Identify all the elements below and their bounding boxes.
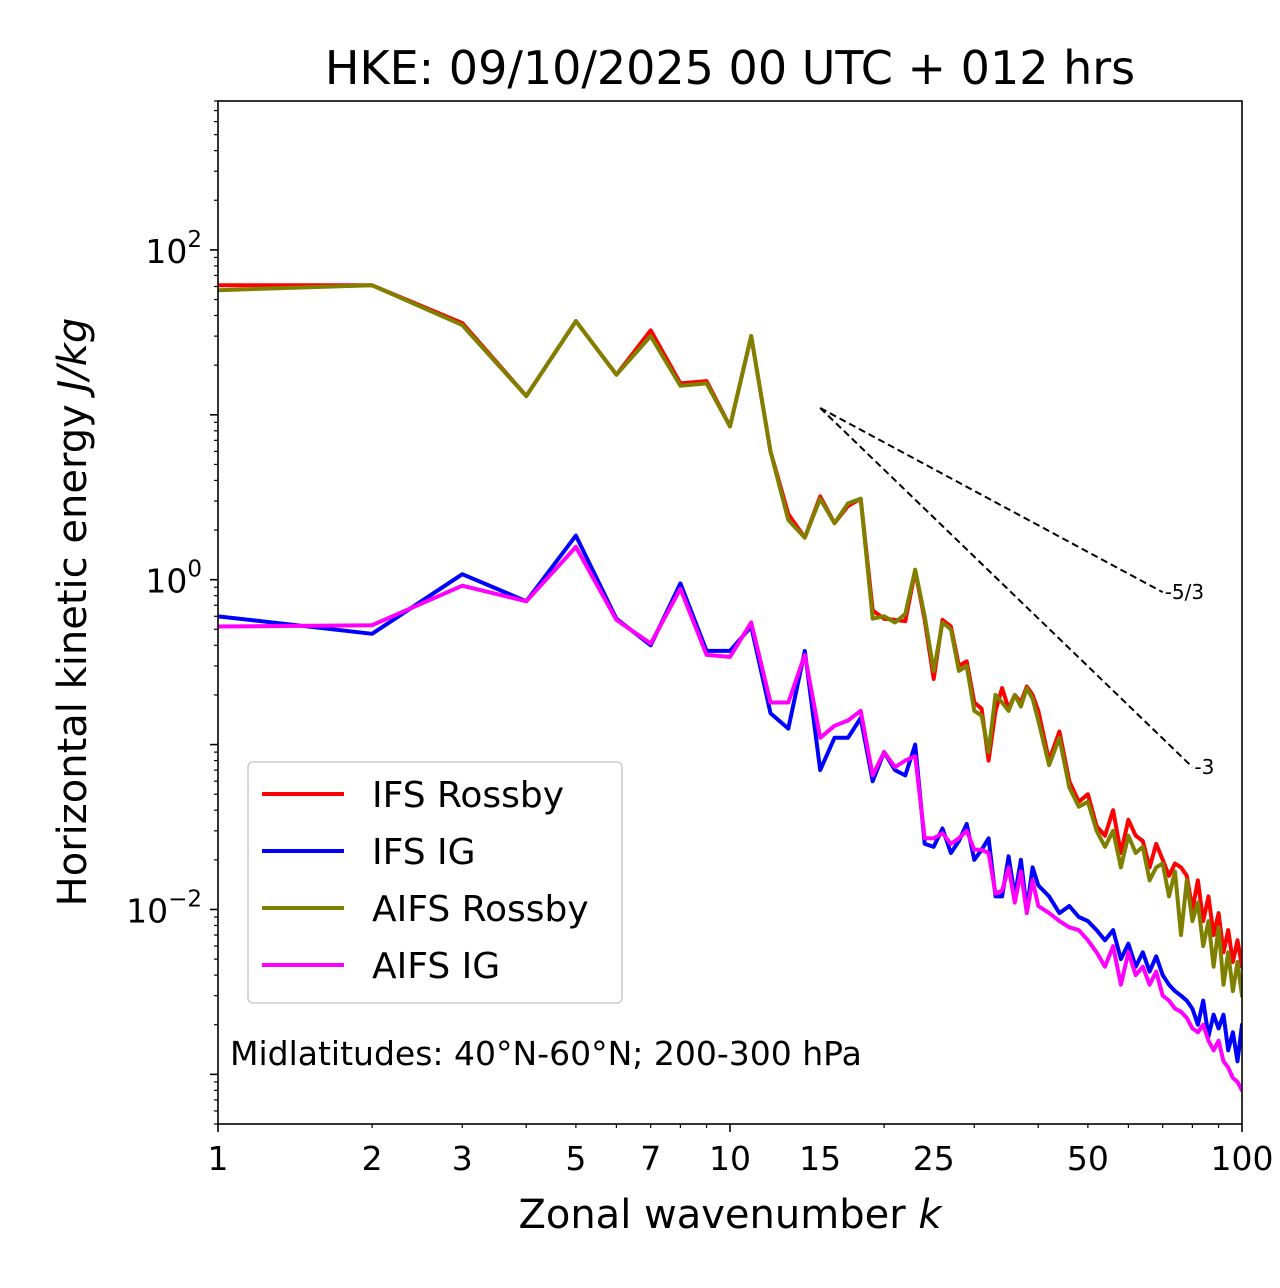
x-axis-title-text: Zonal wavenumber bbox=[518, 1192, 906, 1238]
y-tick-label: 100 bbox=[145, 557, 202, 601]
y-tick-label: 102 bbox=[145, 227, 202, 271]
series-line-aifs-rossby bbox=[218, 283, 1242, 998]
y-tick-label: 10−2 bbox=[126, 886, 202, 930]
y-axis-ticks: 102 100 10−2 bbox=[126, 100, 218, 1125]
x-tick-label: 5 bbox=[565, 1139, 586, 1178]
x-tick-label: 15 bbox=[799, 1139, 841, 1178]
reference-slopes: -5/3 -3 bbox=[819, 407, 1214, 779]
x-tick-label: 3 bbox=[452, 1139, 473, 1178]
chart-title: HKE: 09/10/2025 00 UTC + 012 hrs bbox=[325, 41, 1135, 95]
x-tick-label: 10 bbox=[709, 1139, 751, 1178]
reference-slope-line bbox=[819, 407, 1194, 768]
legend: IFS Rossby IFS IG AIFS Rossby AIFS IG bbox=[247, 761, 623, 1004]
x-axis-variable: k bbox=[918, 1192, 943, 1238]
y-axis-title-text: Horizontal kinetic energy bbox=[50, 404, 96, 906]
y-axis-unit: J/kg bbox=[50, 318, 96, 399]
series-layer bbox=[218, 283, 1242, 1093]
x-tick-label: 50 bbox=[1067, 1139, 1109, 1178]
legend-label: AIFS IG bbox=[372, 946, 500, 987]
x-axis-ticks: 1 2 3 5 7 10 15 25 50 100 bbox=[208, 1124, 1274, 1178]
legend-label: IFS Rossby bbox=[372, 775, 564, 816]
x-tick-label: 1 bbox=[208, 1139, 229, 1178]
y-axis-title: Horizontal kinetic energy J/kg bbox=[50, 318, 96, 907]
legend-entries: IFS Rossby IFS IG AIFS Rossby AIFS IG bbox=[262, 775, 589, 987]
x-tick-label: 2 bbox=[362, 1139, 383, 1178]
x-tick-label: 25 bbox=[913, 1139, 955, 1178]
series-line-aifs-ig bbox=[218, 544, 1242, 1093]
reference-slope-label: -3 bbox=[1194, 755, 1214, 779]
region-annotation: Midlatitudes: 40°N-60°N; 200-300 hPa bbox=[230, 1034, 862, 1073]
reference-slope-label: -5/3 bbox=[1165, 580, 1204, 604]
legend-label: AIFS Rossby bbox=[372, 889, 589, 930]
x-axis-title: Zonal wavenumber k bbox=[518, 1192, 943, 1238]
legend-frame bbox=[247, 761, 623, 1004]
x-tick-label: 100 bbox=[1211, 1139, 1274, 1178]
x-tick-label: 7 bbox=[640, 1139, 661, 1178]
reference-slope-line bbox=[819, 407, 1164, 594]
legend-label: IFS IG bbox=[372, 832, 476, 873]
